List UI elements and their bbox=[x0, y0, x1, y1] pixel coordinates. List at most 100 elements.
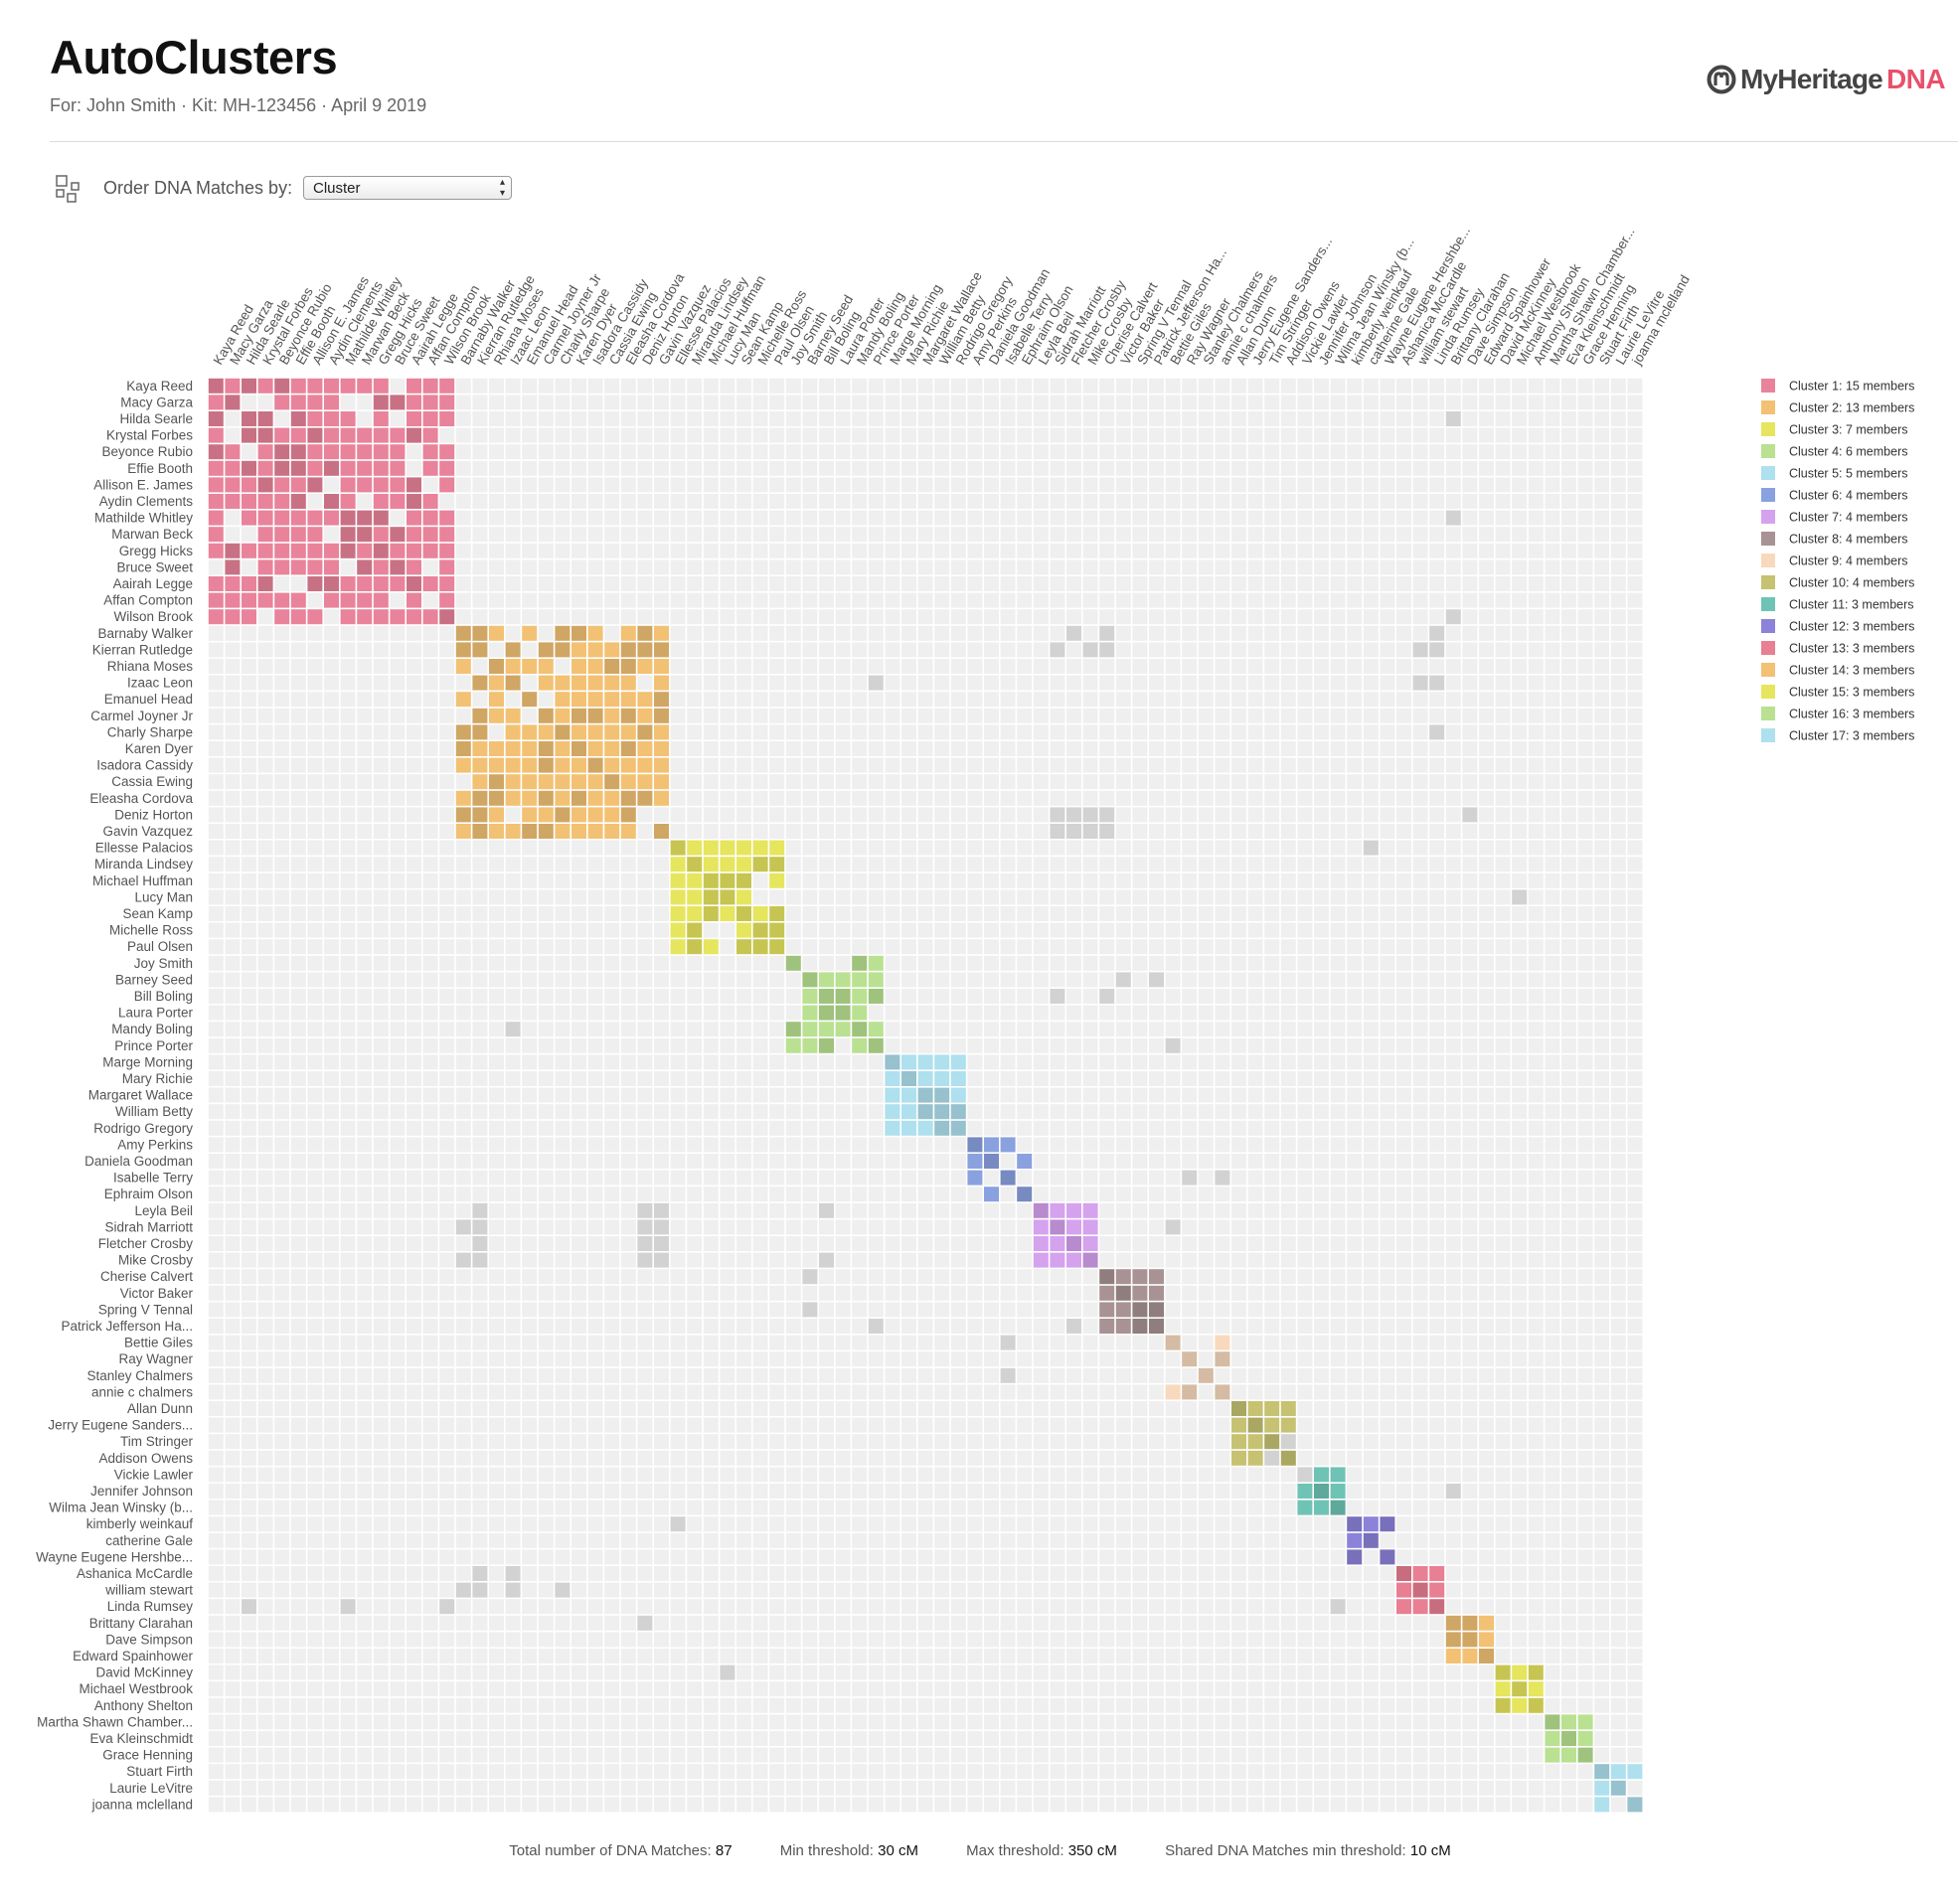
matrix-cell[interactable] bbox=[455, 790, 472, 807]
matrix-cell[interactable] bbox=[306, 558, 324, 576]
matrix-cell[interactable] bbox=[438, 509, 455, 527]
matrix-cell[interactable] bbox=[389, 575, 407, 592]
matrix-cell[interactable] bbox=[273, 509, 290, 527]
matrix-cell[interactable] bbox=[538, 756, 555, 774]
matrix-cell[interactable] bbox=[373, 410, 390, 427]
row-label[interactable]: Addison Owens bbox=[98, 1451, 193, 1466]
matrix-cell-shared[interactable] bbox=[653, 1218, 670, 1236]
matrix-cell-shared[interactable] bbox=[471, 1581, 489, 1599]
row-label[interactable]: Jerry Eugene Sanders... bbox=[48, 1418, 193, 1433]
row-label[interactable]: catherine Gale bbox=[105, 1533, 193, 1548]
row-label[interactable]: Martha Shawn Chamber... bbox=[37, 1714, 193, 1729]
matrix-cell[interactable] bbox=[801, 1004, 819, 1022]
matrix-cell[interactable] bbox=[669, 839, 687, 857]
matrix-cell[interactable] bbox=[950, 1053, 967, 1071]
matrix-cell[interactable] bbox=[603, 674, 620, 692]
matrix-cell[interactable] bbox=[1329, 1499, 1347, 1516]
matrix-cell[interactable] bbox=[1576, 1713, 1594, 1731]
matrix-cell[interactable] bbox=[273, 591, 290, 609]
order-by-select[interactable]: Cluster ▴ ▾ bbox=[303, 176, 512, 200]
matrix-cell[interactable] bbox=[1296, 1499, 1314, 1516]
matrix-cell[interactable] bbox=[554, 756, 572, 774]
matrix-cell[interactable] bbox=[719, 905, 736, 922]
matrix-cell[interactable] bbox=[636, 708, 654, 724]
matrix-cell[interactable] bbox=[851, 1004, 868, 1022]
matrix-cell[interactable] bbox=[1610, 1763, 1627, 1780]
matrix-cell[interactable] bbox=[471, 806, 489, 824]
matrix-cell[interactable] bbox=[438, 443, 455, 460]
matrix-cell[interactable] bbox=[571, 658, 587, 675]
matrix-cell[interactable] bbox=[406, 558, 422, 576]
matrix-cell-shared[interactable] bbox=[669, 1515, 687, 1532]
matrix-cell[interactable] bbox=[1379, 1515, 1396, 1532]
matrix-cell[interactable] bbox=[636, 641, 654, 659]
matrix-cell[interactable] bbox=[256, 378, 274, 395]
matrix-cell[interactable] bbox=[603, 740, 620, 757]
matrix-cell[interactable] bbox=[620, 823, 637, 840]
matrix-cell[interactable] bbox=[306, 443, 324, 460]
matrix-cell[interactable] bbox=[421, 443, 439, 460]
matrix-cell-shared[interactable] bbox=[999, 1334, 1017, 1351]
row-label[interactable]: Gavin Vazquez bbox=[102, 824, 193, 839]
legend-label[interactable]: Cluster 7: 4 members bbox=[1789, 511, 1907, 525]
matrix-cell[interactable] bbox=[801, 1021, 819, 1037]
matrix-cell-shared[interactable] bbox=[1411, 674, 1429, 692]
matrix-cell[interactable] bbox=[323, 378, 340, 395]
matrix-cell[interactable] bbox=[1461, 1631, 1479, 1649]
matrix-cell[interactable] bbox=[208, 476, 225, 494]
matrix-cell[interactable] bbox=[521, 790, 538, 807]
matrix-cell-shared[interactable] bbox=[1445, 1483, 1462, 1500]
matrix-cell[interactable] bbox=[504, 708, 522, 724]
matrix-cell[interactable] bbox=[488, 790, 505, 807]
matrix-cell[interactable] bbox=[554, 674, 572, 692]
row-label[interactable]: Bettie Giles bbox=[124, 1336, 193, 1350]
matrix-cell[interactable] bbox=[471, 708, 489, 724]
matrix-cell[interactable] bbox=[834, 971, 852, 989]
matrix-cell[interactable] bbox=[603, 708, 620, 724]
matrix-cell[interactable] bbox=[1560, 1746, 1577, 1764]
matrix-cell[interactable] bbox=[356, 476, 373, 494]
matrix-cell[interactable] bbox=[1131, 1318, 1149, 1335]
matrix-cell[interactable] bbox=[586, 823, 604, 840]
matrix-cell-shared[interactable] bbox=[1098, 988, 1115, 1005]
matrix-cell[interactable] bbox=[933, 1103, 950, 1120]
matrix-cell-shared[interactable] bbox=[1115, 971, 1132, 989]
matrix-cell[interactable] bbox=[273, 558, 290, 576]
matrix-cell[interactable] bbox=[586, 723, 604, 741]
matrix-cell[interactable] bbox=[636, 723, 654, 741]
row-label[interactable]: Linda Rumsey bbox=[107, 1599, 194, 1614]
matrix-cell[interactable] bbox=[1576, 1746, 1594, 1764]
matrix-cell[interactable] bbox=[488, 658, 505, 675]
matrix-cell-shared[interactable] bbox=[471, 1565, 489, 1582]
row-label[interactable]: Dave Simpson bbox=[105, 1632, 193, 1647]
matrix-cell[interactable] bbox=[290, 526, 307, 543]
matrix-cell[interactable] bbox=[290, 558, 307, 576]
row-label[interactable]: Leyla Beil bbox=[134, 1203, 193, 1218]
matrix-cell[interactable] bbox=[653, 625, 670, 642]
matrix-cell[interactable] bbox=[323, 394, 340, 411]
row-label[interactable]: Ray Wagner bbox=[118, 1351, 193, 1366]
matrix-cell[interactable] bbox=[208, 509, 225, 527]
matrix-cell[interactable] bbox=[323, 543, 340, 559]
matrix-cell[interactable] bbox=[768, 872, 785, 889]
matrix-cell[interactable] bbox=[421, 543, 439, 559]
matrix-cell-shared[interactable] bbox=[636, 1202, 654, 1219]
matrix-cell[interactable] bbox=[256, 443, 274, 460]
matrix-cell[interactable] bbox=[538, 708, 555, 724]
matrix-cell[interactable] bbox=[653, 756, 670, 774]
matrix-cell[interactable] bbox=[916, 1103, 934, 1120]
matrix-cell[interactable] bbox=[1626, 1763, 1644, 1780]
matrix-cell[interactable] bbox=[373, 526, 390, 543]
matrix-cell[interactable] bbox=[438, 476, 455, 494]
matrix-cell[interactable] bbox=[1065, 1251, 1082, 1269]
matrix-cell-shared[interactable] bbox=[801, 1301, 819, 1319]
matrix-cell[interactable] bbox=[290, 460, 307, 477]
matrix-cell[interactable] bbox=[438, 608, 455, 625]
matrix-cell-shared[interactable] bbox=[438, 1598, 455, 1615]
matrix-cell-shared[interactable] bbox=[1511, 888, 1528, 906]
matrix-cell[interactable] bbox=[208, 543, 225, 559]
matrix-cell[interactable] bbox=[438, 591, 455, 609]
matrix-cell[interactable] bbox=[538, 658, 555, 675]
matrix-cell[interactable] bbox=[1428, 1581, 1445, 1599]
matrix-cell[interactable] bbox=[653, 641, 670, 659]
